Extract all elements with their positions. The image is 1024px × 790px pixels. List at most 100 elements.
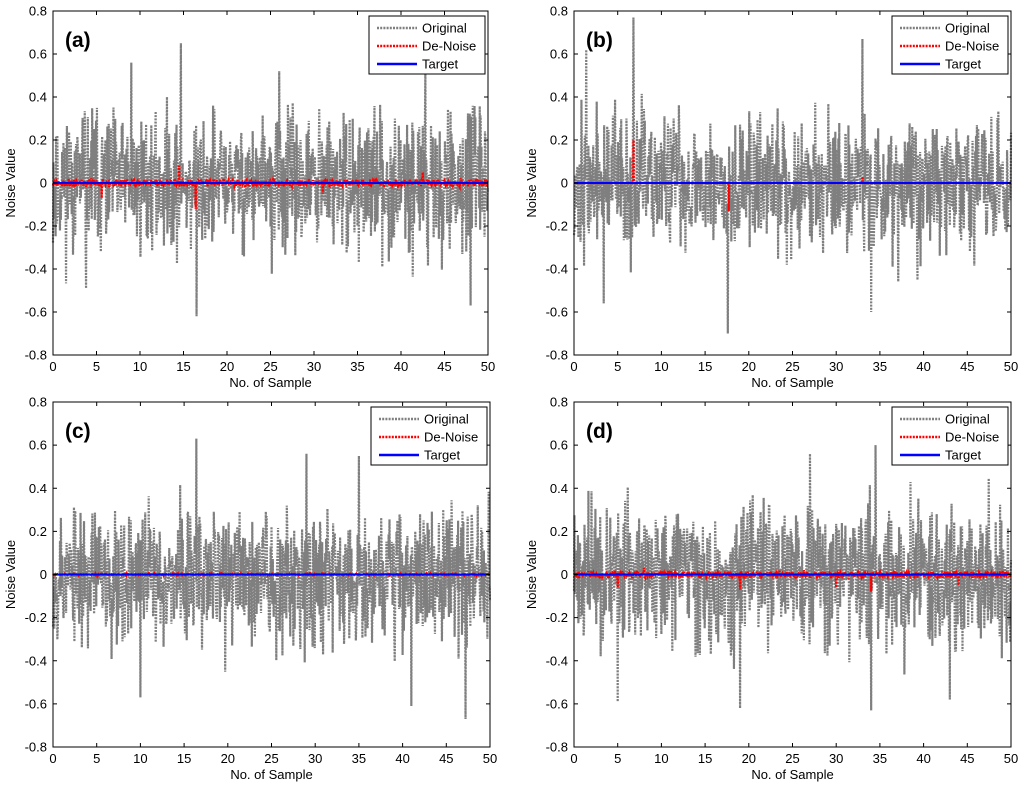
x-tick-label: 5 [614, 359, 621, 374]
y-tick-label: -0.4 [546, 262, 568, 277]
x-tick-label: 50 [481, 359, 495, 374]
y-tick-label: -0.4 [25, 653, 47, 668]
x-tick-label: 50 [1004, 751, 1018, 766]
x-tick-label: 30 [308, 751, 322, 766]
y-tick-label: 0.8 [29, 4, 47, 19]
y-tick-label: -0.8 [546, 740, 568, 755]
y-tick-label: -0.6 [25, 305, 47, 320]
y-tick-label: 0.8 [550, 4, 568, 19]
panel-label: (d) [586, 420, 613, 443]
y-tick-label: -0.4 [25, 262, 47, 277]
x-tick-label: 0 [570, 359, 577, 374]
y-tick-label: -0.4 [546, 653, 568, 668]
x-tick-label: 10 [654, 751, 668, 766]
y-axis-label: Noise Value [3, 148, 18, 217]
x-tick-label: 20 [742, 751, 756, 766]
y-tick-label: -0.2 [25, 219, 47, 234]
x-tick-label: 20 [742, 359, 756, 374]
x-tick-label: 40 [916, 359, 930, 374]
y-axis-label: Noise Value [3, 540, 18, 609]
x-axis-label: No. of Sample [230, 767, 312, 782]
x-tick-label: 35 [873, 751, 887, 766]
y-tick-label: -0.8 [546, 348, 568, 363]
x-tick-label: 10 [133, 359, 147, 374]
series-group [572, 445, 1013, 711]
x-tick-label: 30 [829, 359, 843, 374]
panel-label: (c) [65, 420, 91, 443]
x-tick-label: 40 [395, 751, 409, 766]
x-tick-label: 25 [264, 751, 278, 766]
x-tick-label: 15 [177, 751, 191, 766]
x-tick-label: 0 [49, 751, 56, 766]
y-tick-label: 0.8 [550, 395, 568, 410]
y-tick-label: 0.2 [550, 133, 568, 148]
legend-entry-label: Original [945, 21, 990, 36]
legend-entry-label: De-Noise [422, 39, 476, 54]
x-tick-label: 30 [307, 359, 321, 374]
x-tick-label: 10 [654, 359, 668, 374]
x-tick-label: 35 [350, 359, 364, 374]
y-tick-label: -0.6 [546, 696, 568, 711]
y-tick-label: -0.2 [546, 610, 568, 625]
x-tick-label: 45 [960, 751, 974, 766]
x-tick-label: 45 [439, 751, 453, 766]
y-axis-label: Noise Value [524, 148, 539, 217]
y-axis-label: Noise Value [524, 540, 539, 609]
y-tick-label: 0.6 [550, 438, 568, 453]
y-tick-label: 0.8 [29, 395, 47, 410]
x-tick-label: 45 [437, 359, 451, 374]
series-original-line [51, 438, 492, 719]
x-axis-label: No. of Sample [751, 375, 833, 390]
y-tick-label: 0.4 [550, 481, 568, 496]
y-tick-label: 0.2 [29, 133, 47, 148]
chart-panel-c: 0 5 10 15 20 25 30 35 40 45 50 -0.8 -0.6 -0.4 -0.2 0 0.2… [3, 395, 497, 783]
x-axis-label: No. of Sample [751, 767, 833, 782]
x-tick-label: 25 [785, 359, 799, 374]
y-tick-label: 0.6 [29, 438, 47, 453]
panel-label: (a) [65, 29, 91, 52]
x-tick-label: 40 [916, 751, 930, 766]
x-tick-label: 25 [785, 751, 799, 766]
x-tick-label: 15 [698, 359, 712, 374]
legend-entry-label: Original [422, 21, 467, 36]
chart-panel-b: 0 5 10 15 20 25 30 35 40 45 50 -0.8 -0.6 -0.4 -0.2 0 0.2… [524, 4, 1018, 391]
y-tick-label: -0.8 [25, 348, 47, 363]
legend-entry-label: Target [945, 57, 982, 72]
legend: Original De-Noise Target [368, 15, 486, 75]
legend-entry-label: Target [424, 448, 461, 463]
y-tick-label: 0.4 [29, 90, 47, 105]
chart-panel-d: 0 5 10 15 20 25 30 35 40 45 50 -0.8 -0.6 -0.4 -0.2 0 0.2… [524, 395, 1018, 783]
x-tick-label: 20 [221, 751, 235, 766]
y-tick-label: 0 [561, 567, 568, 582]
legend: Original De-Noise Target [370, 406, 488, 466]
y-tick-label: 0 [561, 176, 568, 191]
x-tick-label: 10 [133, 751, 147, 766]
series-group [51, 43, 490, 317]
x-tick-label: 0 [570, 751, 577, 766]
x-tick-label: 50 [483, 751, 497, 766]
series-group [51, 438, 492, 719]
x-tick-label: 5 [614, 751, 621, 766]
y-tick-label: 0 [40, 567, 47, 582]
y-tick-label: -0.6 [546, 305, 568, 320]
x-tick-label: 5 [93, 359, 100, 374]
y-tick-label: -0.2 [25, 610, 47, 625]
x-tick-label: 50 [1004, 359, 1018, 374]
y-tick-label: 0.6 [550, 47, 568, 62]
y-tick-label: 0.6 [29, 47, 47, 62]
y-tick-label: -0.2 [546, 219, 568, 234]
x-tick-label: 30 [829, 751, 843, 766]
series-original-line [572, 445, 1013, 711]
x-tick-label: 25 [263, 359, 277, 374]
x-tick-label: 15 [176, 359, 190, 374]
y-tick-label: 0.4 [29, 481, 47, 496]
y-tick-label: -0.8 [25, 740, 47, 755]
series-group [572, 17, 1013, 334]
x-tick-label: 20 [220, 359, 234, 374]
panel-label: (b) [586, 29, 613, 52]
x-tick-label: 5 [93, 751, 100, 766]
legend-entry-label: De-Noise [945, 430, 999, 445]
y-tick-label: 0.2 [29, 524, 47, 539]
x-tick-label: 35 [352, 751, 366, 766]
